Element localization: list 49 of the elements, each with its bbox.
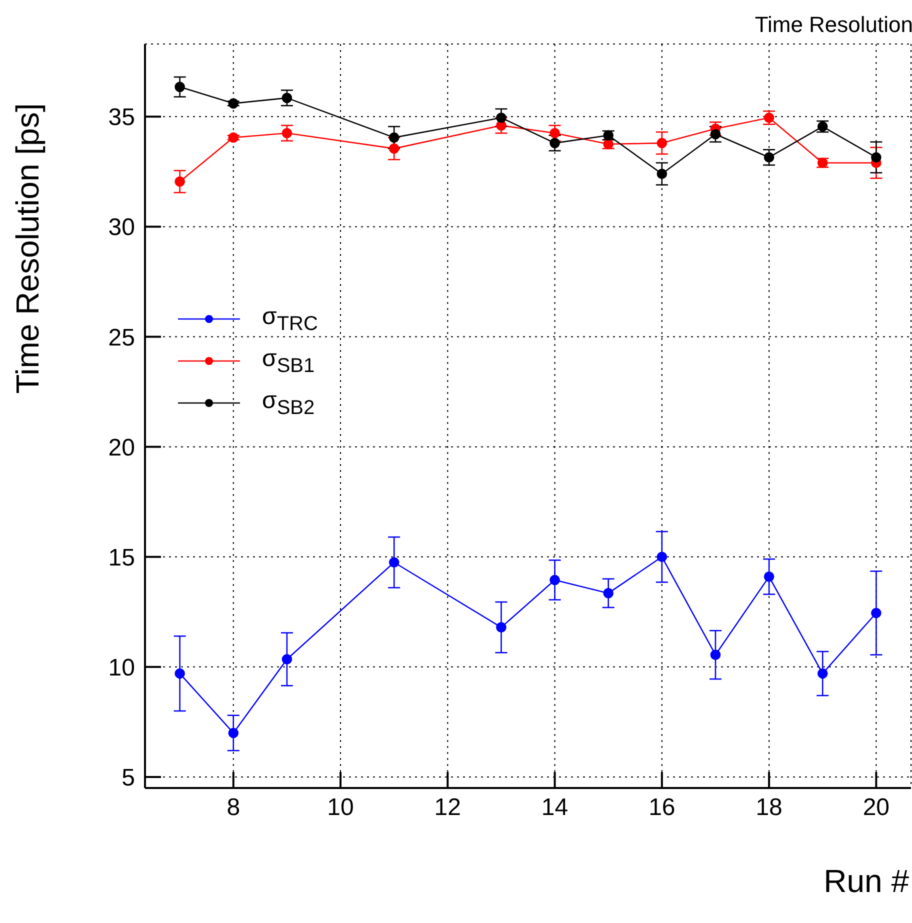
point — [550, 138, 560, 148]
point — [388, 143, 400, 154]
point — [710, 650, 721, 660]
x-tick-label: 10 — [327, 794, 354, 822]
legend-label: σ$_{SB2}$ — [262, 386, 315, 420]
point — [174, 82, 185, 92]
point — [871, 608, 882, 618]
point — [282, 92, 292, 104]
point — [228, 728, 239, 738]
point — [174, 176, 185, 187]
point — [496, 622, 506, 632]
point — [388, 557, 400, 568]
y-tick-label: 10 — [108, 654, 135, 682]
y-tick-label: 25 — [108, 324, 135, 352]
point — [496, 112, 506, 123]
x-tick-label: 8 — [226, 794, 240, 822]
x-tick-label: 12 — [434, 794, 461, 822]
y-tick-label: 35 — [108, 104, 135, 132]
point — [764, 152, 774, 163]
point — [388, 132, 400, 143]
x-tick-label: 14 — [541, 794, 568, 822]
point — [656, 552, 668, 562]
point — [656, 138, 668, 148]
y-tick-label: 15 — [108, 544, 135, 572]
y-axis-title: Time Resolution [ps] — [10, 102, 46, 394]
point — [228, 98, 239, 109]
point — [871, 152, 882, 163]
chart-title: Time Resolution — [754, 12, 912, 38]
point — [764, 112, 774, 123]
point — [174, 668, 185, 679]
point — [282, 654, 292, 664]
y-tick-label: 5 — [122, 764, 135, 792]
x-tick-label: 20 — [862, 794, 890, 822]
point — [550, 574, 560, 586]
x-tick-label: 16 — [648, 794, 676, 822]
point — [550, 128, 560, 138]
y-tick-label: 30 — [108, 214, 135, 242]
point — [603, 588, 614, 598]
point — [282, 128, 292, 138]
legend-label: σ$_{SB1}$ — [262, 344, 315, 378]
point — [764, 572, 774, 582]
point — [656, 168, 668, 180]
point — [228, 132, 239, 143]
x-axis-title: Run # — [824, 863, 909, 900]
point — [710, 129, 721, 140]
point — [817, 668, 828, 679]
x-tick-label: 18 — [756, 794, 782, 822]
legend-label: σ$_{TRC}$ — [262, 302, 318, 336]
y-tick-label: 20 — [108, 434, 135, 462]
